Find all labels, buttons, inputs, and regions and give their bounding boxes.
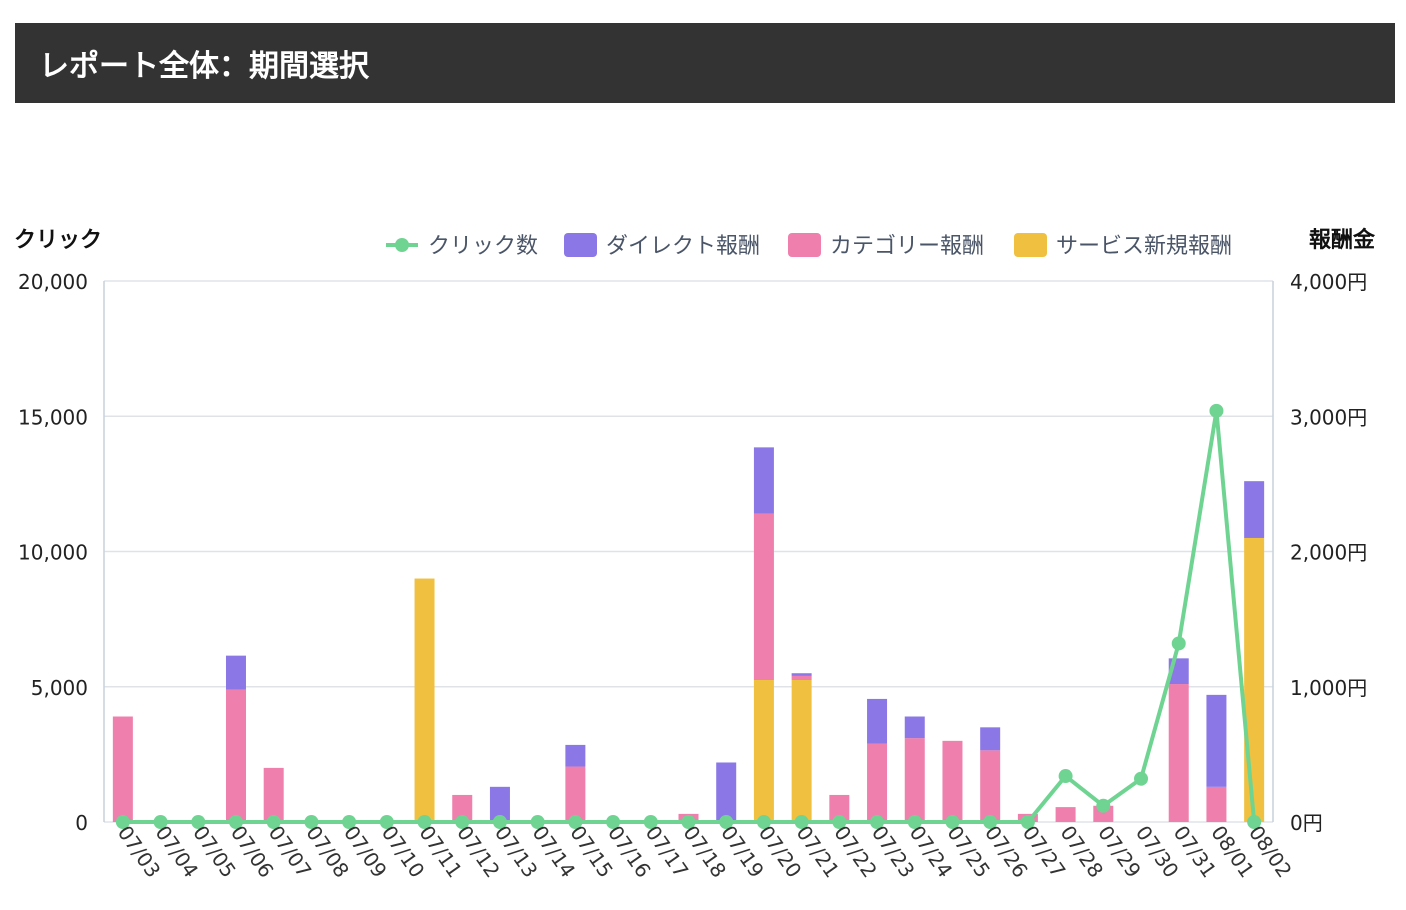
bar-segment (225, 655, 246, 690)
click-count-point (228, 815, 243, 829)
click-count-point (681, 815, 696, 829)
bar-segment (904, 738, 925, 822)
bar-segment (1206, 694, 1227, 787)
left-axis-title: クリック (14, 228, 102, 253)
click-count-point (492, 815, 507, 829)
bar-segment (489, 786, 510, 822)
legend-swatch (788, 233, 821, 257)
bar-segment (753, 447, 774, 514)
bar-segment (565, 744, 586, 767)
bar-segment (867, 743, 888, 822)
click-count-point (945, 815, 960, 829)
bar-segment (942, 740, 963, 822)
click-count-point (907, 815, 922, 829)
bar-segment (980, 750, 1001, 822)
click-count-point (1247, 815, 1262, 829)
legend-item-label: サービス新規報酬 (1056, 234, 1232, 259)
page-header: レポート全体：期間選択 (15, 23, 1395, 103)
click-count-point (794, 815, 809, 829)
legend-swatch (564, 233, 597, 257)
click-count-point (417, 815, 432, 829)
click-count-point (455, 815, 470, 829)
click-count-point (719, 815, 734, 829)
left-axis-tick-label: 0 (75, 811, 88, 835)
bar-segment (452, 794, 473, 822)
bar-segment (1206, 786, 1227, 822)
click-count-line (122, 408, 1257, 824)
left-axis-tick-label: 5,000 (31, 676, 88, 700)
legend-swatch (1014, 233, 1047, 257)
click-count-point (1171, 636, 1186, 651)
bar-segment (791, 679, 812, 822)
click-count-point (870, 815, 885, 829)
click-count-point (983, 815, 998, 829)
left-axis-tick-label: 20,000 (18, 270, 88, 294)
bar-segment (1168, 684, 1189, 822)
bar-segment (829, 794, 850, 822)
click-count-point (1209, 403, 1224, 418)
bar-segment (904, 716, 925, 739)
right-axis-title: 報酬金 (1309, 227, 1376, 253)
right-axis-tick-label: 0円 (1290, 811, 1323, 835)
click-count-point (304, 815, 319, 829)
click-count-point (115, 815, 130, 829)
bar-segment (263, 767, 284, 822)
click-count-point (1134, 771, 1149, 786)
right-axis-tick-label: 4,000円 (1290, 270, 1367, 294)
click-count-point (530, 815, 545, 829)
click-count-point (606, 815, 621, 829)
legend-item-label: カテゴリー報酬 (830, 234, 984, 259)
click-count-point (1058, 769, 1073, 784)
left-axis-tick-label: 15,000 (18, 405, 88, 429)
bar-segment (565, 766, 586, 822)
bar-segment (867, 698, 888, 744)
click-count-point (1096, 798, 1111, 813)
bar-segment (1055, 807, 1076, 822)
click-count-point (1020, 815, 1035, 829)
click-count-point (832, 815, 847, 829)
left-axis-tick-label: 10,000 (18, 541, 88, 565)
legend-item-label: ダイレクト報酬 (606, 234, 760, 259)
bar-segment (1244, 481, 1265, 538)
bar-segment (753, 679, 774, 822)
bar-segment (753, 513, 774, 680)
page-title: レポート全体：期間選択 (39, 49, 369, 84)
legend-item-label: クリック数 (428, 234, 538, 259)
legend-marker (395, 238, 409, 252)
bar-segment (791, 675, 812, 680)
click-count-point (643, 815, 658, 829)
right-axis-tick-label: 2,000円 (1290, 541, 1367, 565)
bar-segment (225, 689, 246, 822)
click-count-point (153, 815, 168, 829)
click-count-point (568, 815, 583, 829)
bar-segment (716, 762, 737, 822)
right-axis-tick-label: 3,000円 (1290, 405, 1367, 429)
bar-segment (980, 727, 1001, 751)
right-axis-tick-label: 1,000円 (1290, 676, 1367, 700)
click-count-point (342, 815, 357, 829)
click-count-point (756, 815, 771, 829)
click-count-point (266, 815, 281, 829)
bar-segment (1244, 537, 1265, 822)
bar-segment (112, 716, 133, 822)
bar-segment (414, 578, 435, 822)
click-count-point (379, 815, 394, 829)
bar-segment (791, 673, 812, 676)
click-count-point (191, 815, 206, 829)
